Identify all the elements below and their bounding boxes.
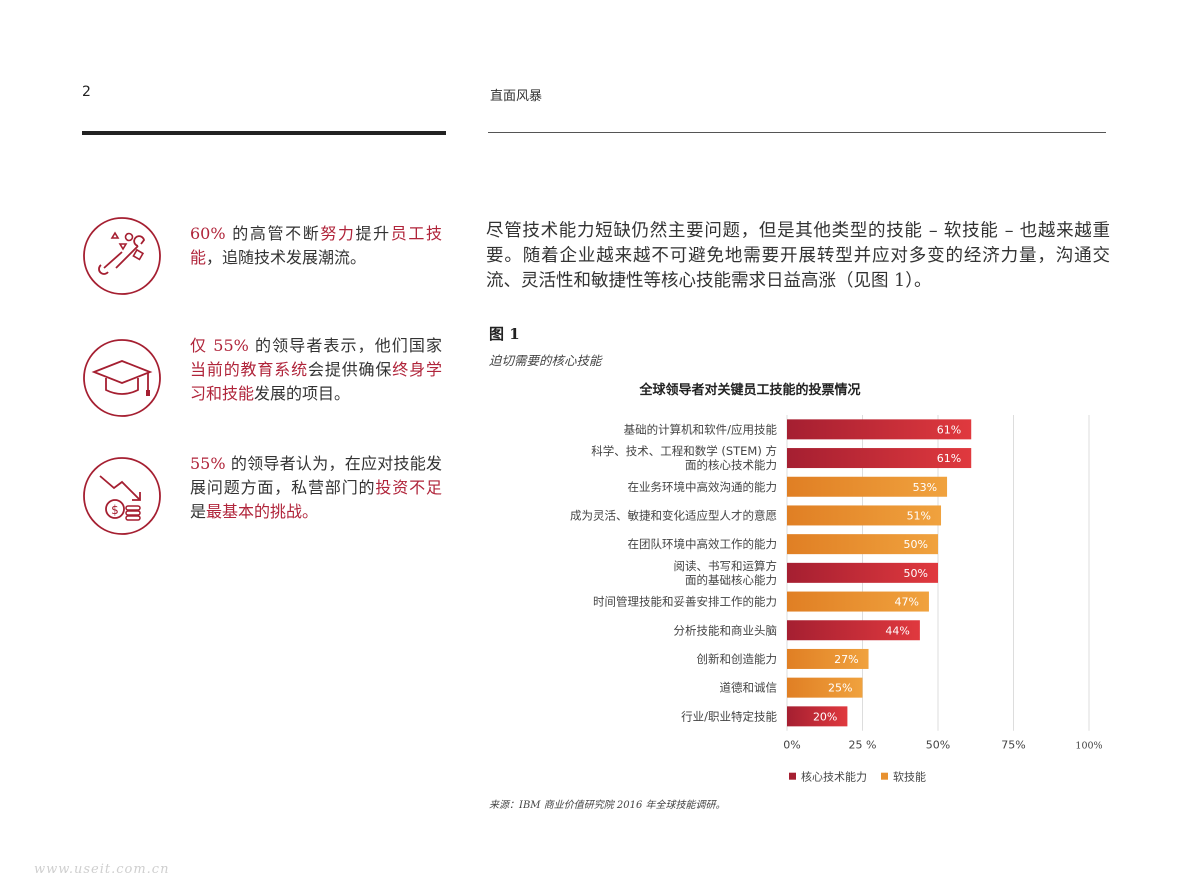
bar — [787, 706, 848, 727]
stat-highlight: 最基本的挑战。 — [206, 502, 319, 521]
legend-swatch — [881, 772, 888, 780]
graduation-cap-icon — [83, 339, 161, 417]
svg-text:$: $ — [111, 503, 119, 517]
bar — [787, 476, 948, 497]
x-tick-label: 100% — [1075, 741, 1102, 752]
header-rule-left — [82, 131, 446, 135]
stat-highlight: 当前的教育系统 — [190, 360, 308, 379]
value-label: 47% — [894, 596, 918, 609]
bar — [787, 648, 869, 669]
value-label: 61% — [937, 423, 961, 436]
value-label: 50% — [904, 538, 928, 551]
bar — [787, 591, 929, 612]
skills-bar-chart: 基础的计算机和软件/应用技能 61% 科学、技术、工程和数学 (STEM) 方面的核… — [570, 415, 1103, 784]
stat-text-fragment: 是 — [190, 502, 207, 521]
watermark: www.useit.com.cn — [34, 862, 170, 877]
page-number: 2 — [82, 84, 91, 100]
legend-label: 软技能 — [893, 770, 926, 784]
stat-text-upskilling: 60% 的高管不断努力提升员工技能，追随技术发展潮流。 — [190, 222, 442, 270]
bar — [787, 419, 972, 440]
source-note: 来源：IBM 商业价值研究院 2016 年全球技能调研。 — [489, 800, 726, 811]
value-label: 20% — [813, 710, 837, 723]
category-label: 阅读、书写和运算方面的基础核心能力 — [674, 559, 778, 587]
category-label: 道德和诚信 — [720, 681, 778, 695]
bar — [787, 677, 863, 698]
figure-subtitle: 迫切需要的核心技能 — [489, 353, 602, 368]
stat-highlight: 55% — [190, 454, 226, 473]
stat-highlight: 仅 55% — [190, 336, 249, 355]
body-paragraph: 尽管技术能力短缺仍然主要问题，但是其他类型的技能 – 软技能 – 也越来越重要。… — [486, 221, 1110, 291]
bar — [787, 505, 942, 526]
category-label: 成为灵活、敏捷和变化适应型人才的意愿 — [570, 508, 777, 522]
x-tick-label: 25 % — [849, 739, 877, 752]
value-label: 25% — [828, 682, 852, 695]
category-label: 分析技能和商业头脑 — [674, 623, 778, 637]
category-label: 基础的计算机和软件/应用技能 — [624, 422, 778, 436]
stat-text-fragment: 的高管不断 — [225, 224, 321, 243]
category-label: 行业/职业特定技能 — [681, 709, 777, 723]
value-label: 53% — [913, 481, 937, 494]
stat-text-private-investment: 55% 的领导者认为，在应对技能发展问题方面，私营部门的投资不足是最基本的挑战。 — [190, 452, 442, 524]
stat-text-fragment: 提升 — [355, 224, 391, 243]
header-rule-right — [488, 132, 1106, 133]
stat-highlight: 终身学习和技能 — [190, 360, 442, 403]
category-label: 科学、技术、工程和数学 (STEM) 方面的核心技术能力 — [591, 444, 777, 472]
stat-text-fragment: 会提供确保 — [307, 360, 393, 379]
bar — [787, 534, 938, 555]
stat-text-fragment: 的领导者认为，在应对技能发展问题方面，私营部门的 — [190, 454, 442, 497]
header-title: 直面风暴 — [490, 89, 543, 104]
stat-highlight: 员工技能 — [190, 224, 442, 267]
value-label: 51% — [907, 509, 931, 522]
stat-text-education-system: 仅 55% 的领导者表示，他们国家当前的教育系统会提供确保终身学习和技能发展的项… — [190, 334, 442, 406]
stat-text-fragment: 发展的项目。 — [254, 384, 351, 403]
stat-highlight: 60% — [190, 224, 226, 243]
bar — [787, 448, 972, 469]
stat-text-fragment: ，追随技术发展潮流。 — [206, 248, 367, 267]
category-label: 创新和创造能力 — [697, 652, 778, 666]
value-label: 50% — [904, 567, 928, 580]
x-tick-label: 0% — [783, 739, 800, 752]
bar — [787, 562, 938, 583]
tools-shapes-icon — [83, 217, 161, 295]
category-label: 在团队环境中高效工作的能力 — [628, 537, 778, 551]
stat-highlight: 努力 — [320, 224, 356, 243]
stat-highlight: 投资不足 — [375, 478, 442, 497]
x-tick-label: 50% — [926, 739, 950, 752]
value-label: 27% — [834, 653, 858, 666]
category-label: 时间管理技能和妥善安排工作的能力 — [593, 595, 777, 609]
x-tick-label: 75% — [1001, 739, 1025, 752]
money-decline-icon: $ — [83, 457, 161, 535]
category-label: 在业务环境中高效沟通的能力 — [628, 480, 778, 494]
value-label: 61% — [937, 452, 961, 465]
bar — [787, 620, 920, 641]
value-label: 44% — [885, 624, 909, 637]
legend-swatch — [789, 772, 796, 780]
stat-text-fragment: 的领导者表示，他们国家 — [248, 336, 442, 355]
figure-label: 图 1 — [489, 325, 520, 343]
chart-title: 全球领导者对关键员工技能的投票情况 — [639, 383, 861, 398]
legend-label: 核心技术能力 — [801, 770, 867, 784]
